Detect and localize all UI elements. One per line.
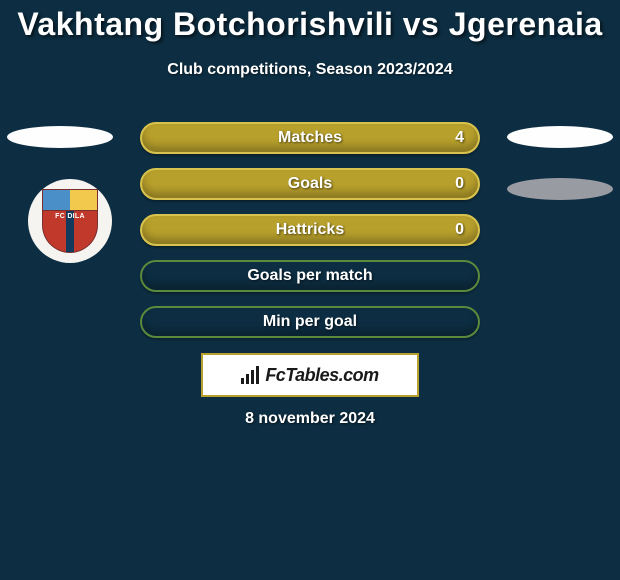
- bar-chart-icon: [241, 366, 259, 384]
- player-marker-left: [7, 126, 113, 148]
- stat-label: Goals per match: [142, 267, 478, 285]
- stat-label: Matches: [142, 129, 478, 147]
- stat-label: Goals: [142, 175, 478, 193]
- player-marker-right-1: [507, 126, 613, 148]
- stat-value: 4: [455, 129, 464, 147]
- stat-label: Hattricks: [142, 221, 478, 239]
- stat-value: 0: [455, 221, 464, 239]
- club-shield-icon: FC DILA: [42, 189, 98, 253]
- date-label: 8 november 2024: [0, 410, 620, 428]
- page-title: Vakhtang Botchorishvili vs Jgerenaia: [0, 0, 620, 43]
- stat-row: Min per goal: [140, 306, 480, 338]
- stats-container: Matches4Goals0Hattricks0Goals per matchM…: [140, 122, 480, 352]
- stat-row: Matches4: [140, 122, 480, 154]
- branding-badge: FcTables.com: [201, 353, 419, 397]
- player-marker-right-2: [507, 178, 613, 200]
- branding-text: FcTables.com: [265, 365, 378, 386]
- stat-row: Goals0: [140, 168, 480, 200]
- stat-label: Min per goal: [142, 313, 478, 331]
- club-logo: FC DILA: [28, 179, 112, 263]
- stat-value: 0: [455, 175, 464, 193]
- stat-row: Hattricks0: [140, 214, 480, 246]
- stat-row: Goals per match: [140, 260, 480, 292]
- subtitle: Club competitions, Season 2023/2024: [0, 61, 620, 79]
